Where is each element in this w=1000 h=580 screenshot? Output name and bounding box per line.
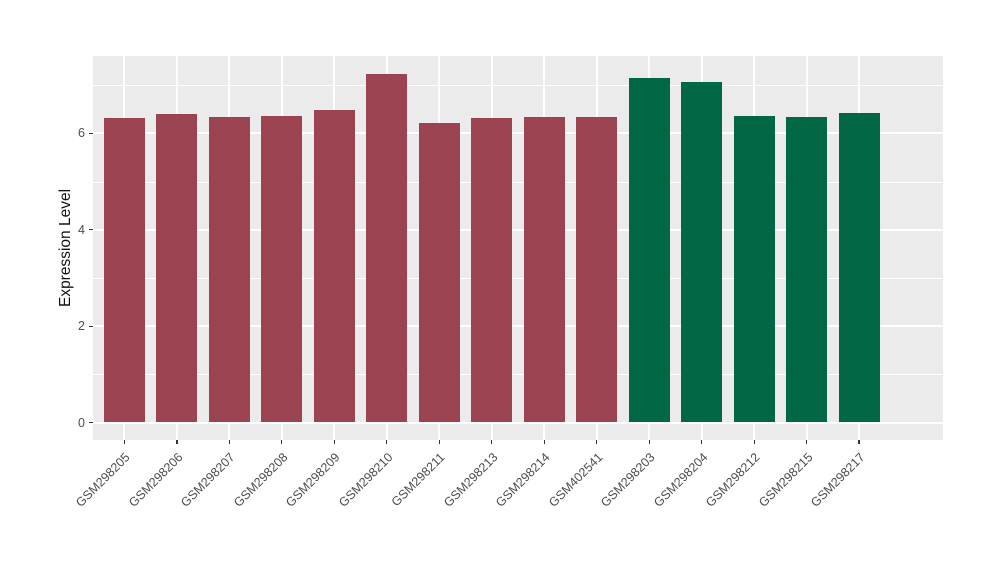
bar <box>523 116 565 423</box>
y-axis-title: Expression Level <box>57 188 74 308</box>
minor-gridline <box>93 181 943 183</box>
minor-gridline <box>93 85 943 87</box>
x-tick-mark <box>805 440 808 444</box>
bar <box>733 115 775 423</box>
bar <box>156 113 198 423</box>
bar <box>261 115 303 423</box>
x-tick-mark <box>858 440 860 444</box>
y-tick-label: 0 <box>78 415 85 430</box>
bar <box>576 116 618 423</box>
x-tick-mark <box>648 440 650 444</box>
x-tick-mark <box>386 440 388 444</box>
bar <box>418 123 460 423</box>
y-tick-label: 4 <box>78 222 85 237</box>
x-tick-mark <box>438 440 440 444</box>
x-tick-mark <box>753 440 755 444</box>
x-tick-mark <box>491 440 493 444</box>
x-tick-mark <box>176 440 178 444</box>
y-tick-label: 6 <box>78 126 85 141</box>
x-tick-mark <box>701 440 703 444</box>
minor-gridline <box>93 374 943 376</box>
x-tick-mark <box>228 440 230 444</box>
x-tick-mark <box>123 440 126 444</box>
bar <box>681 81 723 423</box>
bar <box>471 118 513 423</box>
y-tick-mark <box>89 229 93 231</box>
bar <box>786 116 828 423</box>
bar <box>838 112 880 423</box>
x-tick-mark <box>596 440 598 444</box>
y-tick-mark <box>89 421 93 424</box>
x-tick-mark <box>281 440 283 444</box>
y-tick-label: 2 <box>78 319 85 334</box>
bar <box>103 117 145 423</box>
bar <box>366 74 408 423</box>
major-gridline <box>93 132 943 135</box>
y-tick-mark <box>89 132 93 134</box>
y-tick-mark <box>89 325 93 327</box>
x-tick-mark <box>333 440 335 444</box>
minor-gridline <box>93 277 943 279</box>
major-gridline <box>93 228 943 231</box>
bar <box>628 77 670 423</box>
major-gridline <box>93 325 943 328</box>
x-tick-mark <box>543 440 545 444</box>
major-gridline <box>93 421 943 424</box>
bar <box>208 116 250 423</box>
bar <box>313 110 355 423</box>
